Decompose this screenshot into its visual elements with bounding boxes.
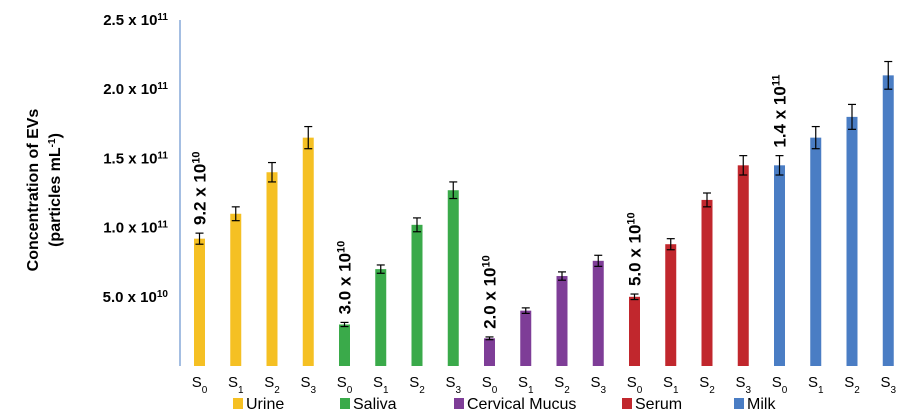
x-tick-label: S1 [518,374,534,396]
value-annotation: 1.4 x 1011 [771,75,790,148]
bar [556,276,568,366]
error-bar [376,264,385,274]
y-tick-label: 2.5 x 1011 [103,12,168,30]
bar [774,165,785,366]
x-tick-label: S2 [264,374,280,396]
bar [520,310,532,366]
error-bar [594,254,603,267]
x-tick-label: S2 [699,374,715,396]
x-tick-label: S2 [409,374,425,396]
error-bar [340,321,349,328]
legend-swatch [233,398,243,409]
value-annotation: 2.0 x 1010 [481,255,500,329]
bar [629,296,640,366]
error-bars [195,60,893,341]
bar [447,190,459,366]
bar [665,244,677,366]
x-tick-label: S3 [880,374,896,396]
x-tick-label: S0 [337,374,353,396]
y-axis-ticks: 5.0 x 1010 1.0 x 1011 1.5 x 1011 2.0 x 1011… [103,12,169,306]
x-tick-label: S2 [554,374,570,396]
legend-swatch [622,398,632,409]
error-bar [231,206,240,222]
bar [846,116,858,366]
error-bar [485,336,494,341]
x-tick-label: S3 [445,374,461,396]
legend-label: Milk [747,396,776,413]
y-axis-label-line1: Concentration of EVs [25,109,42,272]
legend-swatch [734,398,744,409]
legend-item: Urine [233,396,284,413]
y-tick-label: 5.0 x 1010 [103,288,169,306]
legend-label: Saliva [353,396,397,413]
bar [302,137,314,366]
error-bar [739,155,748,176]
value-annotation: 9.2 x 1010 [191,151,210,225]
error-bar [304,125,313,150]
error-bar [558,271,566,281]
legend-item: Saliva [340,396,397,413]
legend-swatch [454,398,464,409]
error-bar [848,103,856,130]
y-axis-label-line2: (particles mL-1) [47,133,65,247]
value-annotations: 9.2 x 1010 3.0 x 1010 2.0 x 1010 5.0 x 1010… [191,75,790,329]
x-tick-label: S1 [663,374,679,396]
bar [375,269,387,366]
legend-item: Serum [622,396,682,413]
error-bar [884,60,893,90]
x-axis-ticks: S0 S1 S2 S3 S0 S1 S2 S3 S0 S1 S2 S3 S0 S1 S2 S3 S0 S1 S2 S3 [192,374,897,396]
bar [810,137,822,366]
x-tick-label: S0 [482,374,498,396]
value-annotation: 5.0 x 1010 [626,212,645,286]
bar [339,324,350,366]
x-tick-label: S0 [627,374,643,396]
legend-swatch [340,398,350,409]
error-bar [521,307,530,315]
bar [194,238,205,366]
error-bar [666,238,675,251]
legend-item: Cervical Mucus [454,396,576,413]
legend: Urine Saliva Cervical Mucus Serum Milk [233,396,776,413]
y-axis-label: Concentration of EVs (particles mL-1) [25,109,64,272]
bars [194,75,894,367]
bar [701,199,713,366]
x-tick-label: S3 [300,374,316,396]
x-tick-label: S1 [228,374,244,396]
error-bar [195,232,204,245]
error-bar [703,192,711,208]
error-bar [268,161,276,183]
legend-label: Serum [635,396,682,413]
value-annotation: 3.0 x 1010 [336,241,355,315]
bar [592,260,604,366]
error-bar [630,293,639,301]
y-tick-label: 1.5 x 1011 [103,150,168,168]
x-tick-label: S1 [373,374,389,396]
bar [484,338,495,366]
legend-label: Urine [246,396,284,413]
legend-item: Milk [734,396,776,413]
bar [411,224,423,366]
legend-label: Cervical Mucus [467,396,576,413]
bar [266,172,278,366]
y-tick-label: 1.0 x 1011 [103,219,168,237]
bar [230,213,242,366]
x-tick-label: S3 [590,374,606,396]
x-tick-label: S2 [844,374,860,396]
x-tick-label: S0 [192,374,208,396]
error-bar [413,217,421,233]
x-tick-label: S1 [808,374,824,396]
error-bar [775,155,784,176]
x-tick-label: S0 [772,374,788,396]
error-bar [811,125,820,150]
x-tick-label: S3 [735,374,751,396]
bar [737,165,749,366]
bar [882,75,894,367]
error-bar [449,181,458,200]
y-tick-label: 2.0 x 1011 [103,81,168,99]
